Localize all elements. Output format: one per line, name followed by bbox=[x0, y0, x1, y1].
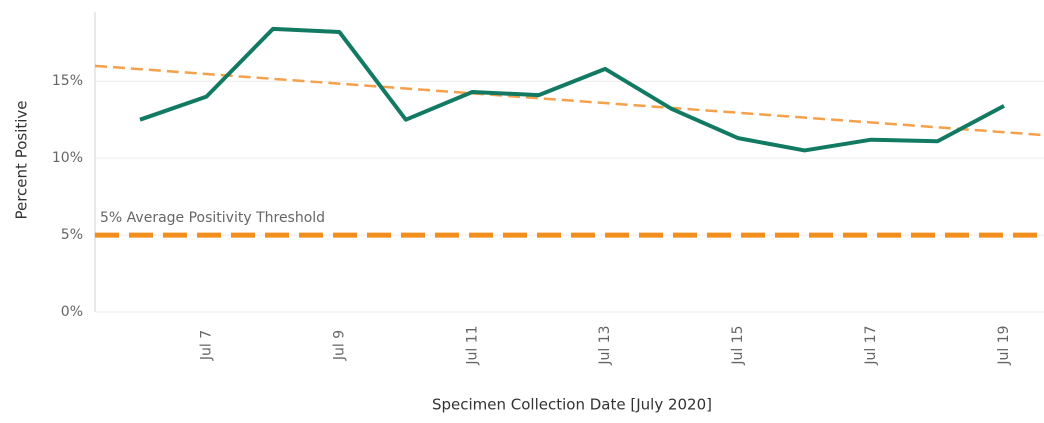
x-tick-label: Jul 19 bbox=[996, 325, 1012, 365]
x-tick-label: Jul 7 bbox=[198, 330, 214, 361]
data-line bbox=[139, 26, 1005, 153]
y-tick-label: 0% bbox=[61, 304, 83, 320]
x-tick-label: Jul 15 bbox=[730, 325, 746, 365]
x-tick-label: Jul 13 bbox=[597, 325, 613, 365]
y-tick-label: 15% bbox=[52, 73, 83, 89]
y-tick-label: 5% bbox=[61, 227, 83, 243]
x-tick-label: Jul 11 bbox=[464, 325, 480, 365]
y-axis-title: Percent Positive bbox=[13, 100, 31, 219]
x-tick-label: Jul 17 bbox=[863, 325, 879, 365]
trend-line bbox=[94, 64, 1044, 137]
y-tick-label: 10% bbox=[52, 150, 83, 166]
x-tick-label: Jul 9 bbox=[331, 330, 347, 361]
threshold-label: 5% Average Positivity Threshold bbox=[100, 210, 325, 226]
x-axis-title: Specimen Collection Date [July 2020] bbox=[432, 396, 712, 414]
